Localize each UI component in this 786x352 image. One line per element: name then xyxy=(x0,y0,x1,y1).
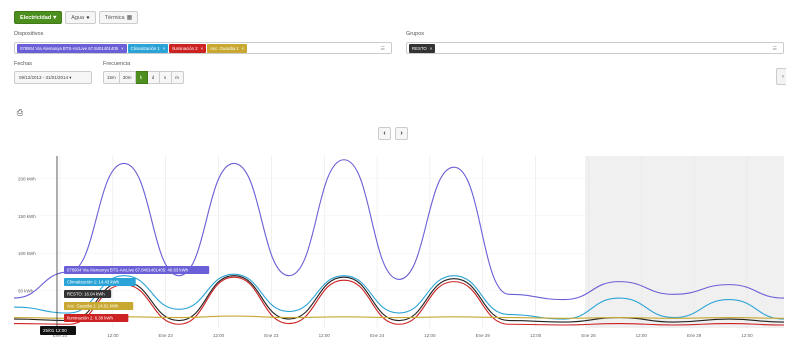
x-tick-label: 12:00 xyxy=(213,333,225,338)
period-navigation: ‹ › xyxy=(378,127,408,140)
list-icon[interactable]: ☰ xyxy=(773,46,777,52)
tooltip-row-text: Acc. Guardia 1: 14.01 kWh xyxy=(67,304,119,309)
x-tick-label: Ene 23 xyxy=(159,333,174,338)
consumption-chart[interactable]: Ene 24 12:00 Ene 23 12:00 Ene 23 12:00 Ene 24 1… xyxy=(0,150,786,352)
tooltip-row-text: Climatización 1: 14.43 kWh xyxy=(67,280,120,285)
prev-period-button[interactable]: ‹ xyxy=(378,127,391,140)
tooltip-row-text: RESTO: 16.04 kWh xyxy=(67,292,105,297)
x-tick-label: Ene 23 xyxy=(264,333,279,338)
group-chip-label: RESTO xyxy=(412,46,427,51)
next-period-button[interactable]: › xyxy=(395,127,408,140)
energy-type-tabs: Electricidad ▾ Agua ● Térmica ▦ xyxy=(14,11,138,24)
shaded-region xyxy=(585,156,784,328)
tab-agua[interactable]: Agua ● xyxy=(65,11,95,24)
freq-30m-button[interactable]: 30m xyxy=(120,71,136,84)
frequency-label: Frecuencia xyxy=(103,61,130,67)
device-chip[interactable]: 078904 Via Alemanya BTS-ArcLive 67.84014… xyxy=(17,44,127,53)
remove-chip-icon[interactable]: × xyxy=(430,46,433,51)
tab-termica[interactable]: Térmica ▦ xyxy=(99,11,139,24)
dates-label: Fechas xyxy=(14,61,32,67)
x-tick-label: 12:00 xyxy=(741,333,753,338)
tooltip-row-text: 078904 Via Alemanya BTS-ArcLive 67.84014… xyxy=(67,268,189,273)
groups-label: Grupos xyxy=(406,31,424,37)
freq-s-button[interactable]: s xyxy=(160,71,172,84)
x-tick-label: 12:00 xyxy=(424,333,436,338)
device-chip[interactable]: Iluminación 2 × xyxy=(169,44,206,53)
y-tick-label: 200 kWh xyxy=(18,176,36,181)
remove-chip-icon[interactable]: × xyxy=(201,46,204,51)
device-chip[interactable]: Acc. Guardia 1 × xyxy=(207,44,247,53)
collapse-button[interactable]: ‹ xyxy=(776,68,786,85)
freq-h-button[interactable]: h xyxy=(136,71,148,84)
device-chip-label: Climatización 1 xyxy=(131,46,160,51)
remove-chip-icon[interactable]: × xyxy=(121,46,124,51)
tab-electricidad-label: Electricidad xyxy=(20,15,51,21)
thermal-icon: ▦ xyxy=(127,14,133,21)
print-icon[interactable]: ⎙ xyxy=(14,107,26,118)
x-tick-label: Ene 24 xyxy=(370,333,385,338)
x-tick-label: 12:00 xyxy=(107,333,119,338)
water-drop-icon: ● xyxy=(86,15,90,21)
date-range-picker[interactable]: 09/12/2013 - 31/01/2014 ▾ xyxy=(14,71,92,84)
lightbulb-icon: ▾ xyxy=(53,14,56,21)
group-chip[interactable]: RESTO × xyxy=(409,44,435,53)
remove-chip-icon[interactable]: × xyxy=(242,46,245,51)
x-tick-label: 12:00 xyxy=(530,333,542,338)
y-tick-label: 100 kWh xyxy=(18,251,36,256)
x-tick-label: 12:00 xyxy=(636,333,648,338)
device-chip-label: Iluminación 2 xyxy=(172,46,197,51)
list-icon[interactable]: ☰ xyxy=(381,46,385,52)
x-tick-label: Ene 29 xyxy=(687,333,702,338)
freq-15m-button[interactable]: 15m xyxy=(103,71,120,84)
device-chip-label: Acc. Guardia 1 xyxy=(210,46,238,51)
freq-m-button[interactable]: m xyxy=(172,71,184,84)
x-tick-label: Ene 28 xyxy=(581,333,596,338)
x-tick-label: Ene 29 xyxy=(476,333,491,338)
tab-agua-label: Agua xyxy=(71,15,84,21)
device-chip-label: 078904 Via Alemanya BTS-ArcLive 67.84014… xyxy=(20,46,118,51)
devices-label: Dispositivos xyxy=(14,31,43,37)
devices-select[interactable]: 078904 Via Alemanya BTS-ArcLive 67.84014… xyxy=(14,42,392,54)
frequency-group: 15m 30m h d s m xyxy=(103,71,184,84)
tab-electricidad[interactable]: Electricidad ▾ xyxy=(14,11,62,24)
tab-termica-label: Térmica xyxy=(105,15,125,21)
x-tick-label: 12:00 xyxy=(319,333,331,338)
freq-d-button[interactable]: d xyxy=(148,71,160,84)
y-tick-label: 150 kWh xyxy=(18,214,36,219)
tooltip-row-text: Iluminación 2: 6.38 kWh xyxy=(67,316,113,321)
tooltip-date: 25/01 12:00 xyxy=(43,328,67,333)
remove-chip-icon[interactable]: × xyxy=(163,46,166,51)
device-chip[interactable]: Climatización 1 × xyxy=(128,44,169,53)
groups-select[interactable]: RESTO × ☰ xyxy=(406,42,784,54)
